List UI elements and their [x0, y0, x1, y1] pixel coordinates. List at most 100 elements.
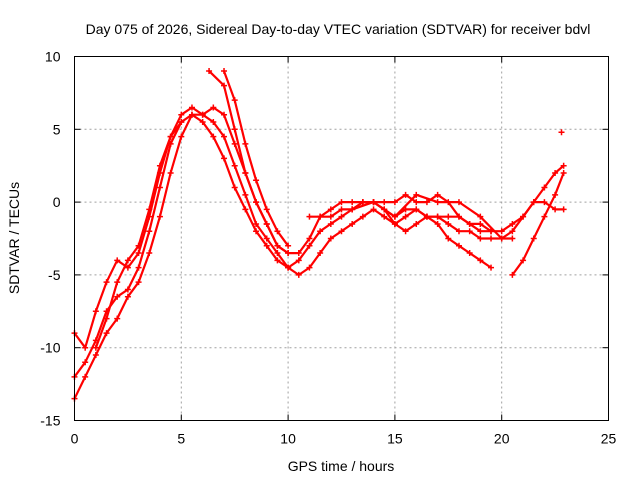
data-point: [92, 351, 99, 358]
data-point: [114, 279, 121, 286]
data-point: [488, 235, 495, 242]
x-tick-label: 25: [601, 431, 617, 447]
series-track-6: [221, 68, 292, 249]
data-point: [520, 257, 527, 264]
data-point: [210, 133, 217, 140]
data-point: [306, 242, 313, 249]
data-point: [445, 220, 452, 227]
data-point: [92, 344, 99, 351]
data-point: [274, 228, 281, 235]
data-point: [242, 169, 249, 176]
data-point: [541, 199, 548, 206]
data-point: [210, 104, 217, 111]
data-point: [146, 250, 153, 257]
data-point: [455, 228, 462, 235]
data-point: [253, 220, 260, 227]
axis-ticks: 0 5 10 15 20 25 -15 -10 -5 0 5 10: [40, 49, 616, 447]
data-point: [124, 293, 131, 300]
data-point: [509, 235, 516, 242]
data-point: [178, 133, 185, 140]
data-point: [306, 235, 313, 242]
x-axis-label: GPS time / hours: [288, 458, 395, 474]
data-point: [188, 111, 195, 118]
y-axis-label: SDTVAR / TECUs: [6, 182, 22, 294]
data-point: [231, 140, 238, 147]
data-point: [92, 308, 99, 315]
data-point: [274, 242, 281, 249]
data-point: [349, 206, 356, 213]
data-point: [263, 242, 270, 249]
data-point: [317, 213, 324, 220]
data-point: [477, 228, 484, 235]
data-point: [520, 213, 527, 220]
data-point: [156, 162, 163, 169]
data-point: [370, 206, 377, 213]
data-point: [263, 235, 270, 242]
data-point: [391, 199, 398, 206]
data-point: [402, 213, 409, 220]
data-point: [477, 235, 484, 242]
data-point: [552, 191, 559, 198]
series-track-9: [349, 191, 516, 242]
data-point: [135, 264, 142, 271]
data-point: [455, 199, 462, 206]
data-point: [477, 213, 484, 220]
data-point: [242, 191, 249, 198]
series-line: [73, 113, 565, 378]
y-tick-label: -5: [48, 267, 61, 283]
data-point: [135, 242, 142, 249]
data-point: [413, 206, 420, 213]
data-point: [359, 213, 366, 220]
data-point: [295, 271, 302, 278]
data-point: [445, 213, 452, 220]
y-tick-label: 10: [45, 49, 61, 65]
data-point: [445, 235, 452, 242]
data-point: [178, 119, 185, 126]
data-point: [552, 169, 559, 176]
data-point: [434, 220, 441, 227]
x-tick-label: 10: [280, 431, 296, 447]
data-point: [552, 206, 559, 213]
data-point: [413, 220, 420, 227]
data-point: [221, 133, 228, 140]
data-point: [466, 250, 473, 257]
series-line: [511, 171, 565, 276]
data-point: [338, 206, 345, 213]
data-point: [167, 169, 174, 176]
plot-frame: [74, 56, 609, 421]
data-point: [477, 257, 484, 264]
data-point: [231, 162, 238, 169]
data-point: [317, 228, 324, 235]
data-point: [103, 330, 110, 337]
data-point: [295, 250, 302, 257]
data-point: [413, 191, 420, 198]
data-point: [103, 279, 110, 286]
y-tick-label: 5: [53, 121, 61, 137]
data-point: [242, 206, 249, 213]
data-point: [488, 264, 495, 271]
y-tick-label: -15: [40, 413, 60, 429]
series-track-4: [92, 119, 185, 351]
data-point: [253, 228, 260, 235]
data-point: [423, 213, 430, 220]
data-point: [466, 228, 473, 235]
data-point: [391, 220, 398, 227]
data-point: [82, 344, 89, 351]
data-point: [338, 228, 345, 235]
data-point: [114, 293, 121, 300]
chart-title: Day 075 of 2026, Sidereal Day-to-day VTE…: [86, 21, 591, 37]
data-point: [509, 228, 516, 235]
x-tick-label: 5: [177, 431, 185, 447]
data-point: [114, 257, 121, 264]
data-point: [82, 373, 89, 380]
data-point: [253, 199, 260, 206]
data-point: [135, 250, 142, 257]
x-tick-label: 0: [71, 431, 79, 447]
data-point: [231, 184, 238, 191]
data-point: [253, 177, 260, 184]
data-point: [199, 119, 206, 126]
data-point: [221, 155, 228, 162]
data-point: [498, 228, 505, 235]
data-point: [402, 228, 409, 235]
data-point: [285, 250, 292, 257]
